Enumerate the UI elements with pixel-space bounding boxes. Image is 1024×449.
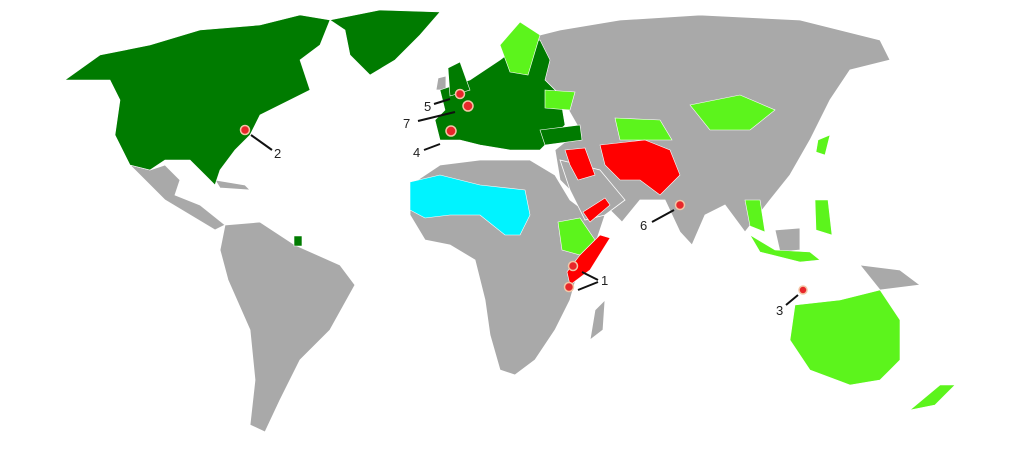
marker-2 (239, 124, 251, 136)
leader-1a (581, 271, 599, 281)
marker-label-7: 7 (403, 116, 410, 131)
region-greenland (329, 9, 441, 76)
marker-label-3: 3 (776, 303, 783, 318)
marker-6 (674, 199, 686, 211)
region-sahel (409, 174, 531, 236)
leader-6 (651, 209, 675, 223)
marker-label-2: 2 (274, 146, 281, 161)
leader-3 (785, 294, 799, 306)
region-new-zealand (909, 384, 956, 411)
region-thailand (744, 199, 766, 233)
region-yemen (582, 197, 611, 223)
region-mongolia (689, 94, 776, 131)
land-madagascar (589, 298, 606, 341)
region-japan (815, 134, 831, 156)
marker-5 (454, 88, 466, 100)
land-ireland (435, 75, 447, 91)
region-french-guiana (293, 235, 303, 247)
leader-7 (417, 111, 456, 122)
region-turkey (539, 124, 583, 146)
region-north-america (64, 14, 331, 186)
colored-regions (64, 9, 956, 411)
region-scandinavia (499, 21, 541, 76)
marker-label-5: 5 (424, 99, 431, 114)
marker-label-1: 1 (601, 273, 608, 288)
markers: 1 2 3 4 5 6 7 (239, 88, 808, 318)
leader-5 (433, 98, 451, 105)
land-caribbean (214, 179, 252, 191)
region-philippines (814, 199, 833, 236)
marker-3 (798, 285, 808, 295)
leader-1b (577, 281, 599, 291)
marker-1b (563, 281, 575, 293)
region-ukraine (544, 89, 576, 111)
region-united-kingdom (447, 61, 471, 97)
land-south-america (219, 221, 356, 433)
region-central-asia (614, 117, 673, 141)
marker-4 (445, 125, 457, 137)
land-new-guinea (859, 264, 922, 291)
marker-label-4: 4 (413, 145, 420, 160)
marker-1a (567, 260, 579, 272)
leader-2 (250, 134, 273, 151)
region-iran-afghanistan-pakistan (599, 139, 681, 196)
land-borneo (774, 227, 801, 253)
leader-4 (423, 143, 441, 151)
region-somalia (566, 234, 611, 286)
marker-label-6: 6 (640, 218, 647, 233)
land-mexico-central-america (128, 164, 226, 231)
region-australia (789, 289, 901, 386)
region-iraq-syria (564, 147, 596, 181)
region-indonesia (749, 234, 821, 263)
marker-7 (462, 100, 474, 112)
